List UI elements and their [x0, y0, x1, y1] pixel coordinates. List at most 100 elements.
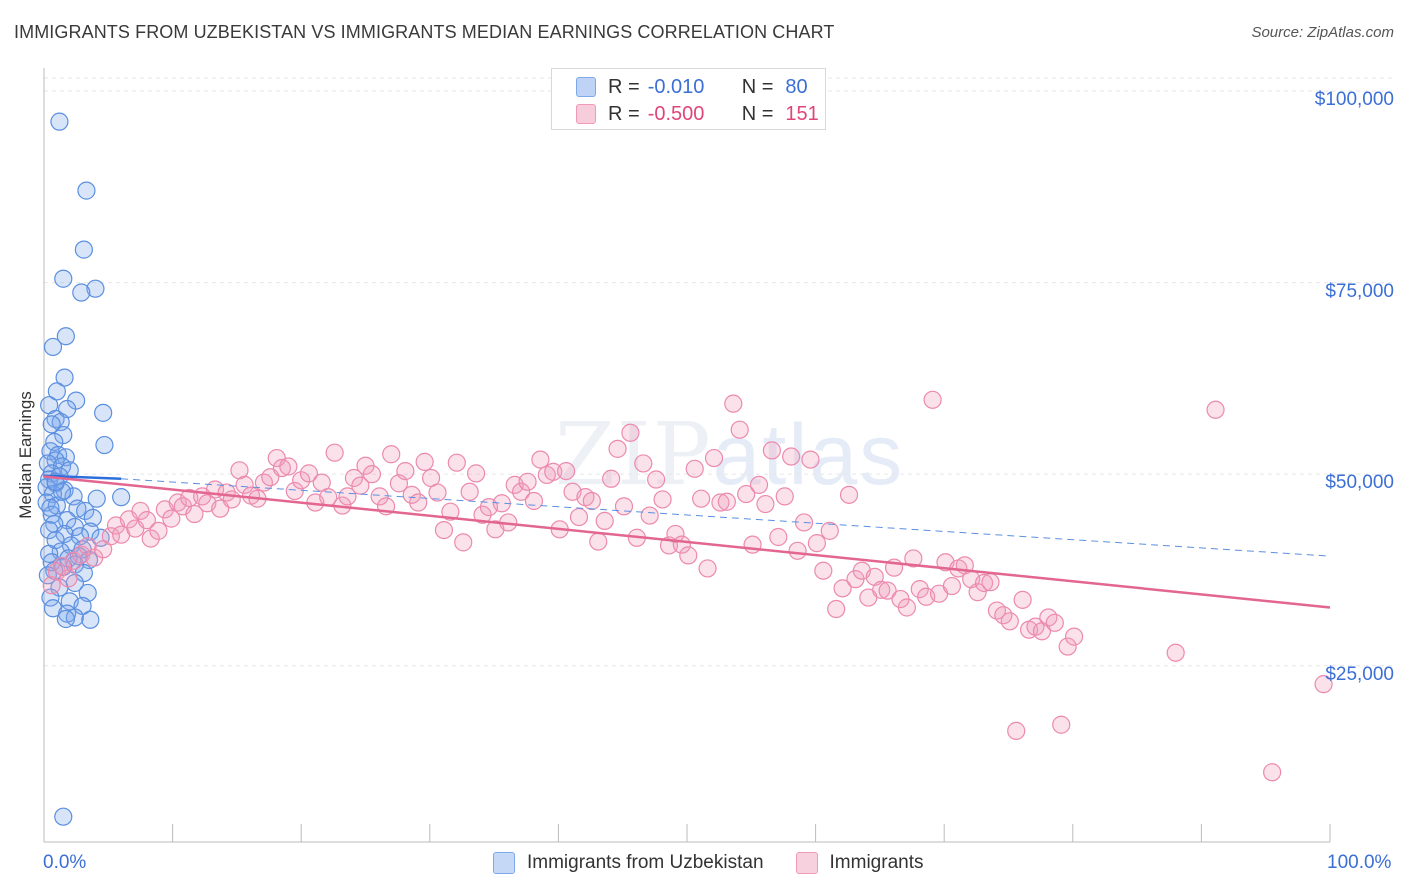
series-legend: Immigrants from Uzbekistan Immigrants — [493, 852, 955, 874]
immigrants-point-101 — [685, 459, 704, 478]
immigrants-point-152 — [1013, 590, 1032, 609]
immigrants-point-161 — [1166, 643, 1185, 662]
immigrants-point-79 — [544, 462, 563, 481]
uzbekistan-point-79 — [54, 807, 73, 826]
uzbekistan-point-2 — [74, 240, 93, 259]
immigrants-point-40 — [292, 471, 311, 490]
y-tick-label-1: $50,000 — [1325, 472, 1394, 494]
uzbekistan-point-4 — [86, 279, 105, 298]
immigrants-point-162 — [1206, 400, 1225, 419]
legend-swatch-pink — [576, 104, 596, 124]
series-legend-immigrants: Immigrants — [795, 852, 923, 874]
uzbekistan-point-0 — [50, 112, 69, 131]
immigrants-point-38 — [279, 457, 298, 476]
uzbekistan-point-71 — [43, 599, 63, 618]
immigrants-point-31 — [235, 475, 254, 494]
immigrants-point-64 — [447, 453, 466, 472]
immigrants-point-62 — [434, 521, 454, 540]
x-tick-label-min: 0.0% — [43, 852, 87, 873]
immigrants-point-113 — [762, 441, 781, 460]
immigrants-point-6 — [78, 537, 97, 556]
legend-n-label: N = — [741, 102, 774, 125]
uzbekistan-point-47 — [81, 522, 100, 541]
immigrants-point-115 — [775, 487, 794, 506]
immigrants-point-96 — [653, 490, 672, 509]
uzbekistan-point-3 — [54, 269, 73, 288]
immigrants-point-100 — [679, 546, 698, 565]
immigrants-point-54 — [382, 445, 401, 464]
immigrants-point-39 — [285, 481, 304, 501]
immigrants-point-135 — [904, 549, 923, 568]
immigrants-point-3 — [59, 569, 78, 588]
uzbekistan-point-73 — [65, 608, 84, 627]
immigrants-point-47 — [338, 487, 357, 506]
uzbekistan-point-35 — [112, 488, 131, 507]
uzbekistan-point-76 — [52, 482, 72, 501]
uzbekistan-point-1 — [77, 181, 96, 200]
immigrants-point-164 — [1314, 675, 1333, 694]
legend-r-label: R = — [608, 102, 640, 125]
immigrants-point-119 — [801, 450, 820, 469]
immigrants-point-89 — [608, 439, 627, 458]
uzbekistan-point-16 — [42, 415, 61, 434]
immigrants-point-110 — [743, 535, 762, 554]
legend-r-value: -0.010 — [647, 75, 705, 98]
immigrants-point-151 — [1007, 721, 1026, 740]
uzbekistan-point-36 — [87, 489, 106, 508]
immigrants-point-94 — [640, 506, 659, 525]
immigrants-point-154 — [1026, 617, 1045, 636]
legend-swatch-blue — [576, 77, 596, 97]
immigrants-point-29 — [222, 490, 241, 509]
uzbekistan-trend-extension — [121, 478, 1331, 557]
legend-r-value: -0.500 — [647, 102, 705, 125]
immigrants-point-120 — [807, 534, 826, 553]
immigrants-point-124 — [833, 579, 852, 598]
uzbekistan-point-7 — [43, 337, 63, 357]
immigrants-point-160 — [1064, 627, 1084, 646]
legend-row-immigrants: R = -0.500 N = 151 — [576, 101, 819, 127]
uzbekistan-point-77 — [41, 498, 60, 517]
uzbekistan-point-8 — [55, 368, 74, 387]
immigrants-point-19 — [162, 509, 181, 528]
immigrants-point-67 — [466, 464, 486, 483]
uzbekistan-point-9 — [47, 382, 66, 401]
immigrants-point-63 — [441, 502, 460, 521]
immigrants-point-125 — [839, 485, 859, 504]
immigrants-point-1 — [47, 562, 66, 581]
immigrants-point-103 — [698, 559, 717, 578]
immigrants-point-74 — [512, 482, 531, 501]
immigrants-point-49 — [351, 476, 370, 495]
uzbekistan-point-19 — [95, 435, 114, 455]
immigrants-point-59 — [415, 452, 434, 471]
uzbekistan-point-24 — [38, 454, 57, 473]
immigrants-point-98 — [666, 524, 685, 544]
immigrants-point-107 — [724, 394, 743, 413]
series-swatch-blue — [493, 852, 515, 874]
immigrants-point-148 — [987, 601, 1007, 620]
uzbekistan-point-48 — [55, 524, 74, 544]
immigrants-point-41 — [299, 464, 319, 483]
immigrants-point-123 — [827, 599, 846, 619]
immigrants-point-138 — [923, 390, 942, 409]
x-tick-label-max: 100.0% — [1327, 852, 1392, 873]
uzbekistan-point-40 — [76, 501, 95, 521]
immigrants-point-58 — [409, 493, 428, 512]
immigrants-point-112 — [756, 494, 775, 514]
legend-row-uzbekistan: R = -0.010 N = 80 — [576, 74, 808, 100]
uzbekistan-point-6 — [56, 327, 75, 346]
immigrants-point-77 — [531, 450, 550, 469]
legend-r-label: R = — [608, 75, 640, 98]
immigrants-point-90 — [614, 497, 634, 516]
immigrants-point-122 — [820, 521, 839, 540]
immigrants-point-14 — [131, 501, 150, 521]
immigrants-trend-line — [43, 475, 1331, 609]
series-legend-uzbekistan: Immigrants from Uzbekistan — [493, 852, 764, 874]
uzbekistan-point-42 — [83, 508, 102, 527]
immigrants-point-130 — [872, 580, 891, 599]
immigrants-point-117 — [788, 541, 807, 560]
uzbekistan-point-61 — [54, 557, 73, 576]
immigrants-point-65 — [454, 533, 473, 552]
immigrants-point-52 — [370, 487, 389, 506]
immigrants-point-93 — [634, 454, 653, 473]
